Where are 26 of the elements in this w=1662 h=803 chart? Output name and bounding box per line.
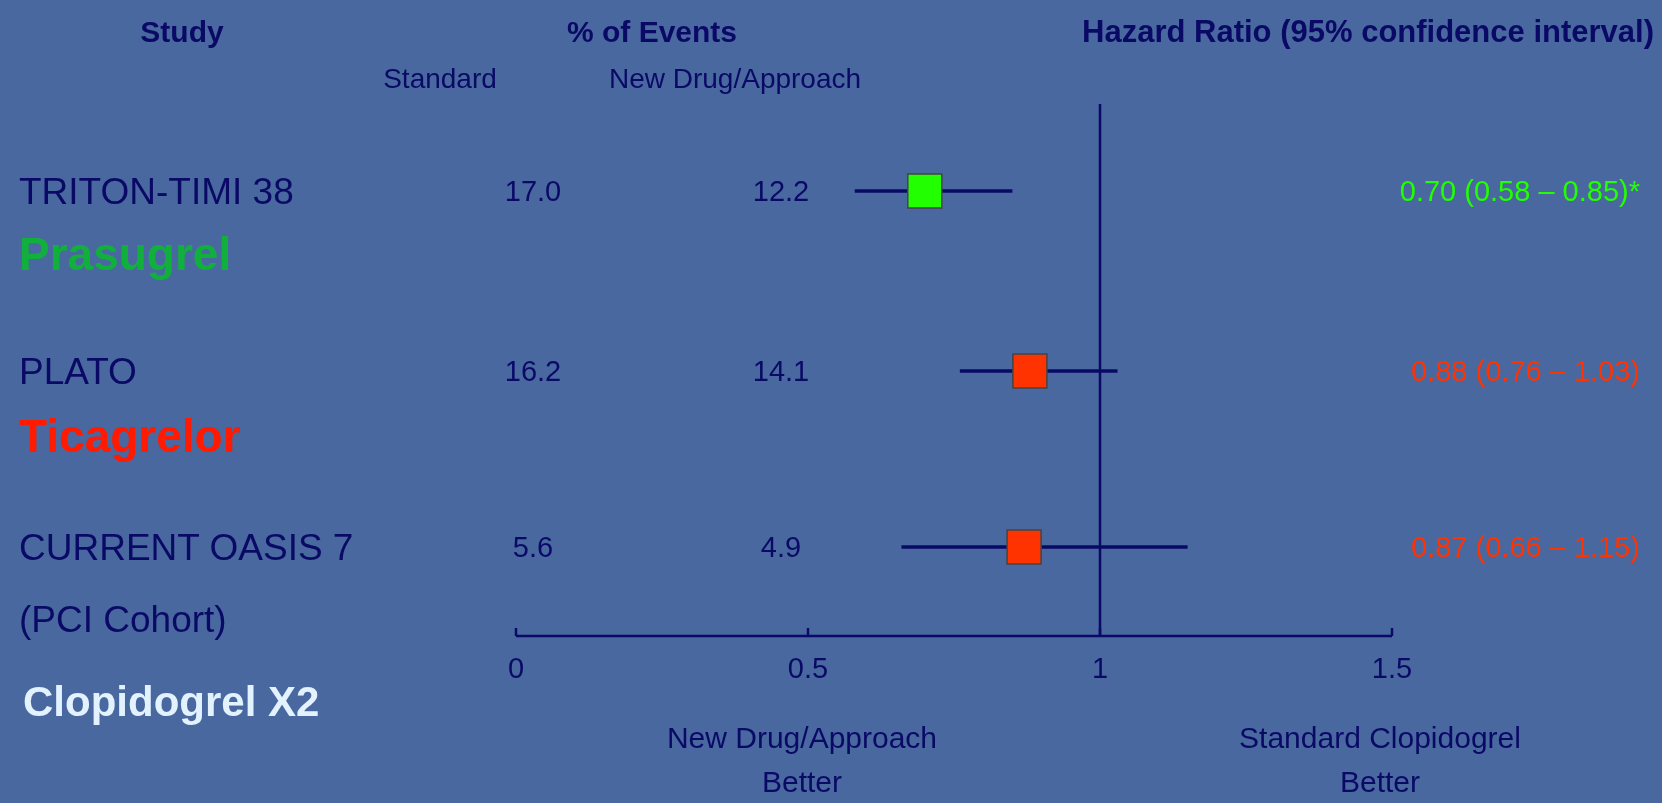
text: Ticagrelor: [19, 410, 241, 462]
data-label: 0.70 (0.58 – 0.85)*: [1399, 175, 1640, 207]
text: Standard: [383, 63, 497, 94]
annotation: 12.2: [752, 175, 810, 207]
text: New Drug/Approach: [608, 63, 862, 94]
text: % of Events: [566, 15, 738, 48]
x-tick-label: 1: [1091, 652, 1109, 684]
x-tick-label: 0.5: [787, 652, 829, 684]
data-label: 0.87 (0.66 – 1.15): [1411, 531, 1640, 563]
y-tick-label: CURRENT OASIS 7 (PCI Cohort): [19, 527, 354, 640]
annotation: 14.1: [752, 355, 810, 387]
annotation: 16.2: [504, 355, 562, 387]
annotation: 17.0: [504, 175, 562, 207]
annotation: 5.6: [512, 531, 554, 563]
text: Standard Clopidogrel Better: [1239, 721, 1521, 798]
text: Prasugrel: [19, 228, 232, 280]
text: New Drug/Approach Better: [666, 721, 938, 798]
data-label: 0.88 (0.76 – 1.03): [1411, 355, 1640, 387]
x-tick-label: 0: [507, 652, 525, 684]
chart-title: Hazard Ratio (95% confidence interval): [1082, 14, 1654, 49]
annotation: 4.9: [760, 531, 802, 563]
text: Clopidogrel X2: [23, 678, 320, 725]
y-tick-label: PLATO: [19, 351, 137, 392]
y-axis-title: Study: [140, 15, 224, 48]
x-tick-label: 1.5: [1371, 652, 1413, 684]
y-tick-label: TRITON-TIMI 38: [19, 171, 294, 212]
